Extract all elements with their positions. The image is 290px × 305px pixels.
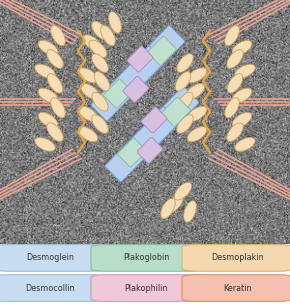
Ellipse shape: [227, 50, 243, 68]
FancyBboxPatch shape: [104, 79, 132, 108]
Ellipse shape: [235, 64, 255, 78]
Text: Plakoglobin: Plakoglobin: [123, 253, 170, 262]
Ellipse shape: [35, 64, 55, 78]
Ellipse shape: [101, 26, 115, 46]
Ellipse shape: [187, 68, 207, 83]
Ellipse shape: [89, 40, 107, 57]
Ellipse shape: [94, 72, 110, 91]
Ellipse shape: [174, 182, 192, 200]
Ellipse shape: [232, 40, 252, 55]
Text: Plakophilin: Plakophilin: [125, 284, 168, 292]
Text: Desmoplakin: Desmoplakin: [211, 253, 264, 262]
Ellipse shape: [109, 12, 122, 33]
FancyBboxPatch shape: [137, 137, 163, 163]
Ellipse shape: [47, 74, 63, 93]
Ellipse shape: [82, 35, 102, 51]
Ellipse shape: [235, 138, 255, 151]
Ellipse shape: [177, 115, 193, 133]
Ellipse shape: [167, 194, 183, 213]
FancyBboxPatch shape: [118, 138, 146, 167]
Ellipse shape: [51, 26, 65, 46]
FancyBboxPatch shape: [105, 107, 179, 182]
FancyBboxPatch shape: [141, 107, 167, 133]
Ellipse shape: [175, 72, 191, 91]
Ellipse shape: [38, 88, 58, 103]
FancyBboxPatch shape: [182, 245, 290, 271]
Ellipse shape: [78, 106, 98, 121]
Ellipse shape: [92, 21, 108, 40]
Text: Desmoglein: Desmoglein: [26, 253, 74, 262]
Ellipse shape: [47, 50, 63, 68]
Ellipse shape: [232, 88, 252, 103]
Ellipse shape: [92, 92, 108, 111]
Ellipse shape: [225, 26, 239, 46]
Ellipse shape: [227, 123, 243, 142]
Text: Keratin: Keratin: [223, 284, 252, 292]
FancyBboxPatch shape: [162, 97, 190, 126]
FancyBboxPatch shape: [111, 26, 185, 101]
FancyBboxPatch shape: [148, 36, 176, 65]
FancyBboxPatch shape: [182, 275, 290, 301]
FancyBboxPatch shape: [0, 275, 105, 301]
FancyBboxPatch shape: [91, 245, 202, 271]
Ellipse shape: [227, 74, 243, 93]
FancyBboxPatch shape: [125, 87, 199, 162]
Ellipse shape: [38, 40, 58, 55]
Ellipse shape: [92, 115, 108, 133]
Text: Desmocollin: Desmocollin: [25, 284, 75, 292]
FancyBboxPatch shape: [91, 46, 165, 121]
Ellipse shape: [35, 138, 55, 151]
FancyBboxPatch shape: [0, 245, 105, 271]
Ellipse shape: [78, 127, 98, 142]
FancyBboxPatch shape: [123, 76, 149, 102]
Ellipse shape: [51, 98, 65, 118]
Ellipse shape: [185, 84, 204, 99]
Ellipse shape: [177, 92, 193, 111]
Ellipse shape: [232, 112, 252, 127]
Ellipse shape: [161, 198, 175, 218]
Ellipse shape: [38, 112, 58, 127]
Ellipse shape: [187, 106, 207, 121]
Ellipse shape: [177, 54, 193, 72]
Ellipse shape: [225, 98, 239, 118]
Ellipse shape: [78, 68, 98, 83]
Ellipse shape: [184, 201, 196, 222]
FancyBboxPatch shape: [127, 46, 153, 72]
Ellipse shape: [80, 84, 99, 99]
Ellipse shape: [47, 123, 63, 142]
Ellipse shape: [187, 127, 207, 142]
FancyBboxPatch shape: [91, 275, 202, 301]
Ellipse shape: [92, 54, 108, 72]
